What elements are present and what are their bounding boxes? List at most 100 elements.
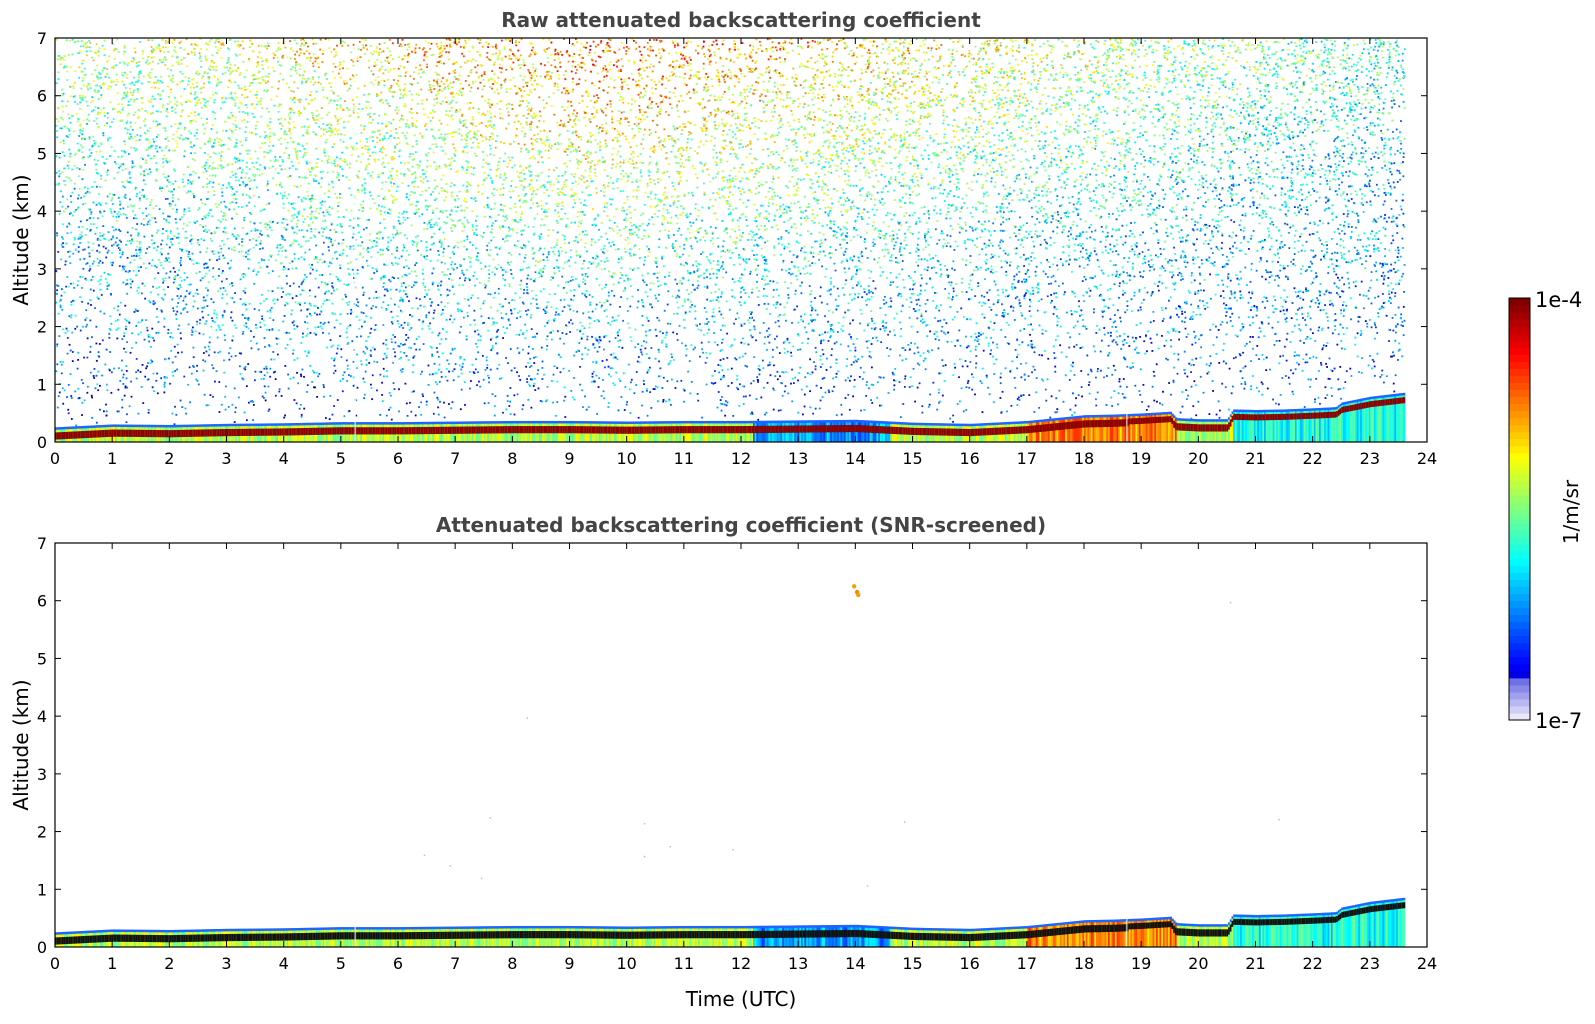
noise-dot [1113, 181, 1116, 183]
noise-dot [387, 56, 390, 59]
noise-dot [542, 253, 545, 256]
noise-dot [802, 211, 805, 214]
noise-dot [737, 104, 739, 107]
noise-dot [1317, 299, 1319, 302]
noise-dot [650, 132, 653, 135]
noise-dot [872, 383, 875, 386]
noise-dot [1111, 373, 1114, 376]
noise-dot [106, 389, 109, 392]
noise-dot [1225, 362, 1228, 365]
noise-dot [1256, 46, 1258, 49]
noise-dot [1149, 337, 1152, 340]
noise-dot [236, 40, 239, 43]
noise-dot [288, 167, 291, 170]
noise-dot [487, 280, 490, 283]
noise-dot [1254, 47, 1256, 50]
noise-dot [130, 380, 133, 383]
noise-dot [670, 403, 672, 406]
noise-dot [1018, 137, 1021, 139]
noise-dot [324, 200, 326, 203]
noise-dot [511, 53, 514, 55]
noise-dot [587, 139, 590, 142]
noise-dot [824, 206, 827, 209]
noise-dot [899, 42, 902, 45]
noise-dot [1132, 180, 1135, 183]
noise-dot [446, 294, 448, 297]
noise-dot [790, 226, 793, 229]
noise-dot [510, 312, 513, 315]
noise-dot [338, 196, 341, 198]
noise-dot [1362, 245, 1364, 248]
noise-dot [1175, 171, 1178, 173]
noise-dot [216, 84, 219, 87]
noise-dot [926, 299, 929, 301]
noise-dot [1340, 82, 1343, 84]
noise-dot [672, 234, 675, 236]
noise-dot [1226, 275, 1229, 278]
noise-dot [1215, 336, 1218, 339]
noise-dot [492, 194, 495, 197]
noise-dot [253, 116, 255, 119]
noise-dot [706, 332, 709, 335]
noise-dot [743, 53, 746, 56]
noise-dot [326, 298, 328, 301]
noise-dot [717, 260, 719, 263]
noise-dot [1358, 137, 1361, 140]
noise-dot [1297, 60, 1300, 63]
noise-dot [1257, 177, 1259, 180]
noise-dot [408, 346, 410, 349]
noise-dot [83, 257, 86, 260]
noise-dot [271, 66, 274, 69]
noise-dot [602, 49, 605, 52]
noise-dot [856, 127, 858, 130]
noise-dot [884, 243, 887, 246]
noise-dot [574, 60, 577, 63]
noise-dot [899, 293, 902, 295]
noise-dot [840, 247, 843, 250]
noise-dot [1259, 257, 1262, 259]
noise-dot [322, 241, 325, 244]
noise-dot [1089, 122, 1092, 125]
noise-dot [1081, 113, 1084, 115]
noise-dot [1057, 175, 1060, 178]
noise-dot [215, 329, 218, 332]
noise-dot [638, 248, 641, 250]
noise-dot [325, 138, 328, 141]
noise-dot [1009, 99, 1012, 102]
noise-dot [723, 78, 726, 81]
noise-dot [187, 182, 189, 185]
noise-dot [948, 281, 951, 284]
noise-dot [988, 101, 991, 104]
noise-dot [140, 266, 142, 269]
noise-dot [1260, 61, 1263, 64]
noise-dot [444, 138, 446, 140]
noise-dot [1275, 127, 1277, 130]
noise-dot [1251, 114, 1253, 117]
noise-dot [540, 346, 543, 349]
noise-dot [874, 52, 877, 54]
noise-dot [1353, 202, 1355, 204]
noise-dot [1387, 300, 1390, 302]
noise-dot [898, 150, 901, 152]
noise-dot [609, 61, 612, 64]
noise-dot [474, 80, 477, 83]
noise-dot [726, 181, 729, 184]
noise-dot [1343, 253, 1346, 255]
noise-dot [681, 211, 684, 214]
noise-dot [193, 196, 195, 199]
noise-dot [854, 359, 857, 362]
noise-dot [1242, 205, 1245, 208]
noise-dot [1310, 300, 1313, 303]
noise-dot [1300, 268, 1303, 271]
noise-dot [1193, 49, 1195, 52]
noise-dot [846, 169, 849, 172]
noise-dot [743, 288, 745, 291]
noise-dot [988, 39, 991, 42]
noise-dot [1133, 198, 1136, 201]
noise-dot [802, 106, 805, 109]
noise-dot [758, 167, 761, 170]
noise-dot [1303, 40, 1306, 43]
noise-dot [171, 190, 173, 193]
noise-dot [1312, 149, 1315, 152]
noise-dot [1044, 388, 1047, 391]
